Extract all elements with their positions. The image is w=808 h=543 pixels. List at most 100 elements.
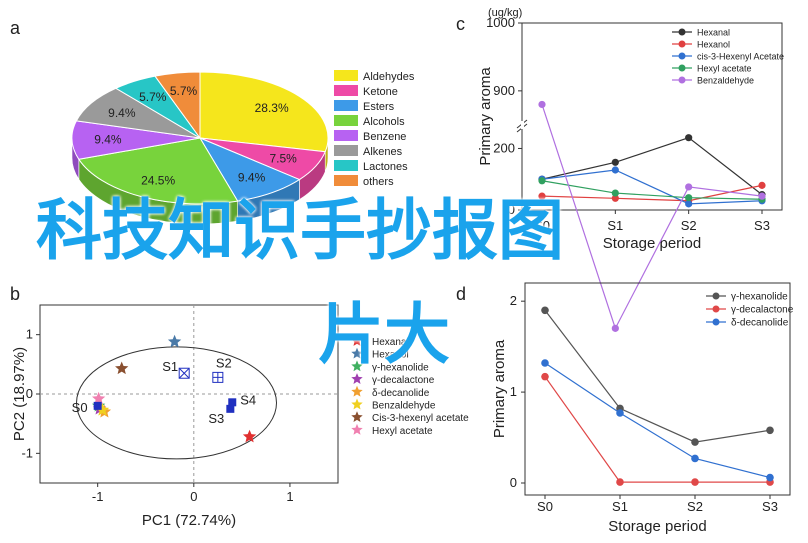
x-tick-label-d: S0 bbox=[537, 499, 553, 514]
y-tick-label-d: 1 bbox=[510, 384, 517, 399]
legend-marker-hexanal bbox=[678, 28, 686, 36]
pie-slice-alkenes bbox=[75, 87, 201, 139]
series-line-decalactone bbox=[544, 376, 770, 483]
legend-item-aldehydes: Aldehydes bbox=[363, 71, 415, 83]
legend-item-decanolide: δ-decanolide bbox=[731, 318, 789, 329]
data-point-decalactone bbox=[616, 478, 624, 486]
legend-item-hexyl-acetate: Hexyl acetate bbox=[697, 64, 752, 74]
x-axis-label-c: Storage period bbox=[603, 235, 701, 252]
x-tick-label-c: S1 bbox=[607, 218, 623, 233]
data-point-hexyl-acetate bbox=[611, 189, 619, 197]
sample-marker-s3 bbox=[226, 404, 235, 413]
series-line-hexanolide bbox=[544, 309, 771, 443]
legend-swatch-esters bbox=[334, 100, 358, 111]
legend-item-others: others bbox=[363, 176, 394, 188]
legend-star-cis-3-hexenyl-acetate bbox=[351, 411, 363, 423]
legend-item-benzaldehyde: Benzaldehyde bbox=[697, 76, 754, 86]
pie-legend: Aldehydes Ketone Esters Alcohols Benzene Alke… bbox=[334, 70, 415, 188]
data-point-hexanal bbox=[685, 134, 693, 142]
y-tick-label-b: 1 bbox=[26, 327, 33, 342]
legend-star-hexanolide bbox=[351, 360, 363, 372]
pie-label-ketone: 7.5% bbox=[270, 151, 298, 165]
loading-star-benzaldehyde bbox=[95, 403, 110, 416]
sample-label-s2: S2 bbox=[216, 355, 232, 370]
legend-marker-hexyl-acetate bbox=[678, 64, 686, 72]
series-line-cis-3-hexenyl-acetate bbox=[541, 169, 763, 205]
pie-label-alkenes: 9.4% bbox=[108, 106, 136, 120]
sample-marker-cross-s1 bbox=[178, 367, 190, 379]
data-point-hexyl-acetate bbox=[538, 177, 546, 185]
data-point-decanolide bbox=[766, 473, 774, 482]
legend-star-hexanal bbox=[351, 335, 363, 346]
legend-star-hexyl-acetate bbox=[351, 423, 363, 435]
y-tick-label-c: 900 bbox=[493, 83, 515, 98]
sample-label-s3: S3 bbox=[208, 411, 224, 426]
data-point-hexanal bbox=[611, 158, 619, 166]
y-axis-label-b: PC2 (18.97%) bbox=[11, 347, 28, 441]
y-axis-label-c: Primary aroma bbox=[477, 67, 494, 166]
sample-label-s1: S1 bbox=[162, 359, 178, 374]
legend-swatch-ketone bbox=[334, 85, 358, 96]
legend-item-cis-3-hexenyl-acetate: Cis-3-hexenyl acetate bbox=[372, 413, 469, 424]
legend-swatch-alcohols bbox=[334, 115, 358, 126]
sample-marker-s0 bbox=[93, 401, 102, 410]
panel-label-a: a bbox=[10, 18, 21, 38]
series-line-decanolide bbox=[544, 362, 771, 479]
y-unit-c: (ug/kg) bbox=[488, 7, 522, 19]
loading-star-cis-3-hexenyl-acetate bbox=[115, 361, 129, 375]
legend-marker-decalactone bbox=[712, 305, 720, 313]
data-point-benzaldehyde bbox=[758, 192, 766, 200]
legend-item-benzaldehyde: Benzaldehyde bbox=[372, 401, 436, 412]
legend-item-hexanal: Hexanal bbox=[697, 28, 730, 38]
legend-swatch-alkenes bbox=[334, 145, 358, 156]
data-point-hexanol bbox=[611, 194, 619, 202]
legend-item-hexanol: Hexanol bbox=[372, 350, 409, 361]
x-tick-label-c: S2 bbox=[681, 218, 697, 233]
x-axis-label-b: PC1 (72.74%) bbox=[142, 512, 236, 529]
pie-label-benzene: 9.4% bbox=[94, 133, 122, 147]
legend-swatch-others bbox=[334, 175, 358, 186]
x-tick-label-d: S1 bbox=[612, 499, 628, 514]
line-chart-d: 0 1 2 S0 S1 S2 S3 Storage period Primary aroma γ-… bbox=[491, 282, 794, 535]
x-tick-label-c: S3 bbox=[754, 218, 770, 233]
series-line-hexanol bbox=[541, 184, 763, 202]
legend-item-decanolide: δ-decanolide bbox=[372, 388, 430, 399]
data-point-hexanol bbox=[758, 181, 766, 189]
legend-item-alkenes: Alkenes bbox=[363, 146, 403, 158]
data-point-cis-3-hexenyl-acetate bbox=[685, 200, 693, 208]
legend-swatch-aldehydes bbox=[334, 70, 358, 81]
legend-marker-cis-3-hexenyl-acetate bbox=[678, 52, 686, 60]
x-tick-label-c: S0 bbox=[534, 218, 550, 233]
data-point-hexyl-acetate bbox=[685, 194, 693, 202]
loading-star-hexanal bbox=[242, 429, 257, 443]
pie-label-esters: 9.4% bbox=[238, 170, 266, 184]
pie-label-others: 5.7% bbox=[170, 84, 198, 98]
line-chart-c: 0 200 900 1000(ug/kg) S0 S1 S2 S3 Storage period… bbox=[477, 7, 784, 332]
y-tick-label-d: 2 bbox=[510, 293, 517, 308]
y-tick-label-c: 200 bbox=[493, 140, 515, 155]
sample-marker-plus-s2 bbox=[212, 372, 223, 383]
x-tick-label-d: S2 bbox=[687, 499, 703, 514]
x-tick-label-b: 0 bbox=[190, 489, 197, 504]
y-tick-label-c: 1000 bbox=[486, 15, 515, 30]
pie-slice-aldehydes bbox=[199, 71, 329, 153]
plot-frame-d bbox=[524, 282, 791, 496]
legend-marker-decanolide bbox=[712, 318, 720, 326]
legend-star-benzaldehyde bbox=[351, 398, 363, 410]
sample-marker-s4 bbox=[228, 398, 237, 407]
x-tick-label-b: 1 bbox=[286, 489, 293, 504]
legend-marker-hexanolide bbox=[712, 292, 720, 300]
legend-item-ketone: Ketone bbox=[363, 86, 398, 98]
legend-item-hexanal: Hexanal bbox=[372, 337, 409, 348]
legend-swatch-benzene bbox=[334, 130, 358, 141]
pie-label-lactones: 5.7% bbox=[139, 90, 167, 104]
legend-item-decalactone: γ-decalactone bbox=[372, 375, 435, 386]
legend-star-decalactone bbox=[351, 373, 363, 384]
legend-swatch-lactones bbox=[334, 160, 358, 171]
sample-label-s4: S4 bbox=[240, 392, 256, 407]
data-point-benzaldehyde bbox=[611, 324, 619, 332]
panel-label-c: c bbox=[456, 14, 465, 34]
data-point-decanolide bbox=[691, 454, 699, 463]
data-point-benzaldehyde bbox=[538, 100, 546, 109]
